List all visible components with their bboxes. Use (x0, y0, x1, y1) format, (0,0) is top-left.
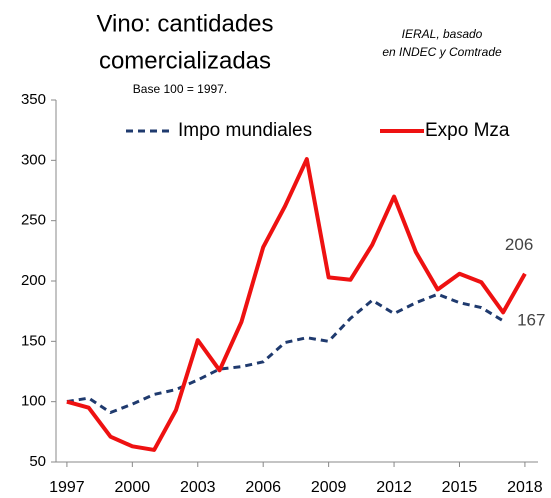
source: IERAL, basado (402, 27, 483, 41)
x-tick-label: 2000 (115, 479, 151, 496)
y-tick-label: 300 (21, 151, 46, 168)
y-tick-label: 350 (21, 91, 46, 108)
x-tick-label: 2009 (311, 479, 347, 496)
data-label: 206 (505, 235, 533, 254)
source: en INDEC y Comtrade (382, 45, 502, 59)
y-tick-label: 150 (21, 332, 46, 349)
data-label: 167 (517, 310, 545, 329)
chart-title: Vino: cantidades (96, 10, 273, 37)
y-tick-label: 200 (21, 272, 46, 289)
y-tick-label: 100 (21, 393, 46, 410)
subtitle: Base 100 = 1997. (133, 82, 227, 96)
y-tick-label: 250 (21, 212, 46, 229)
legend-label: Expo Mza (425, 120, 510, 141)
chart-title: comercializadas (99, 47, 271, 74)
legend-label: Impo mundiales (178, 120, 312, 141)
x-tick-label: 1997 (49, 479, 85, 496)
x-tick-label: 2012 (376, 479, 412, 496)
series-line (66, 292, 504, 415)
x-tick-label: 2006 (245, 479, 281, 496)
x-tick-label: 2018 (507, 479, 543, 496)
y-tick-label: 50 (29, 453, 46, 470)
series-line (66, 157, 527, 452)
x-tick-label: 2015 (442, 479, 478, 496)
x-tick-label: 2003 (180, 479, 216, 496)
